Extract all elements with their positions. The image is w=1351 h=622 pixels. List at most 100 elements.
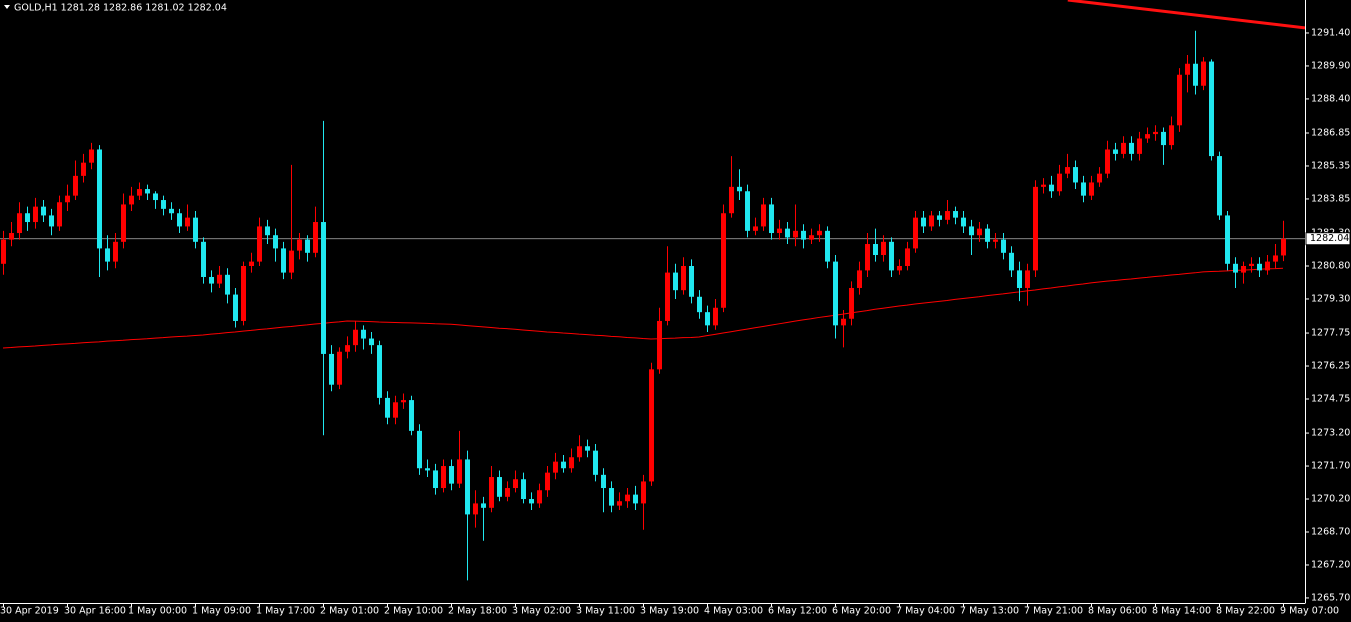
x-tick-label: 8 May 22:00 <box>1216 606 1275 617</box>
candle-body <box>1 239 6 264</box>
candle-body <box>49 215 54 227</box>
candle-body <box>953 211 958 218</box>
candle-body <box>513 479 518 489</box>
candle-body <box>465 459 470 515</box>
menu-icon[interactable] <box>4 5 10 9</box>
candle-body <box>985 228 990 242</box>
y-tick-label: 1273.20 <box>1311 428 1350 439</box>
y-tick-label: 1286.85 <box>1311 127 1350 138</box>
y-tick-label: 1268.70 <box>1311 526 1350 537</box>
candle-body <box>209 276 214 284</box>
candle-body <box>1001 239 1006 253</box>
candle-body <box>737 186 742 192</box>
y-tick-label: 1288.40 <box>1311 93 1350 104</box>
candle-body <box>425 468 430 471</box>
candle-body <box>137 189 142 196</box>
candle-body <box>785 228 790 238</box>
candle-body <box>233 294 238 321</box>
candle-body <box>89 149 94 163</box>
candle-body <box>505 488 510 497</box>
candle-body <box>1193 63 1198 86</box>
candle-body <box>457 459 462 484</box>
candle-body <box>81 162 86 176</box>
candle-body <box>609 488 614 506</box>
candle-body <box>745 191 750 231</box>
candle-body <box>681 265 686 291</box>
x-tick-label: 7 May 21:00 <box>1024 606 1083 617</box>
candle-body <box>353 329 358 346</box>
candle-body <box>201 241 206 277</box>
candle-body <box>665 272 670 321</box>
candle-body <box>257 226 262 262</box>
price-label-box <box>1305 232 1351 246</box>
candle-body <box>1241 265 1246 273</box>
candle-body <box>713 307 718 326</box>
candle-body <box>1201 61 1206 86</box>
candle-body <box>289 250 294 273</box>
candle-body <box>441 466 446 489</box>
candle-body <box>833 261 838 326</box>
candle-body <box>569 457 574 469</box>
candle-body <box>969 226 974 236</box>
candle-body <box>65 195 70 203</box>
candle-body <box>1113 149 1118 154</box>
y-tick-label: 1285.35 <box>1311 160 1350 171</box>
moving-average <box>2 267 1284 349</box>
candle-body <box>153 193 158 201</box>
candle-body <box>1225 215 1230 264</box>
candle-body <box>169 208 174 214</box>
candle-body <box>345 345 350 352</box>
candle-body <box>1209 61 1214 157</box>
x-tick-label: 30 Apr 16:00 <box>64 606 126 617</box>
y-tick-label: 1276.25 <box>1311 361 1350 372</box>
candle-body <box>241 265 246 321</box>
candle-body <box>801 230 806 240</box>
x-tick-label: 1 May 09:00 <box>192 606 251 617</box>
candle-body <box>633 494 638 504</box>
x-tick-label: 6 May 20:00 <box>832 606 891 617</box>
candle-body <box>857 270 862 288</box>
trend-line <box>1067 0 1305 30</box>
candle-body <box>625 494 630 502</box>
candle-body <box>369 338 374 346</box>
candle-body <box>1073 167 1078 183</box>
candle-body <box>825 230 830 262</box>
candle-body <box>1097 173 1102 183</box>
candle-body <box>769 204 774 234</box>
x-tick-label: 3 May 02:00 <box>512 606 571 617</box>
x-tick-label: 7 May 04:00 <box>896 606 955 617</box>
candle-body <box>697 296 702 313</box>
candle-body <box>329 353 334 385</box>
candle-body <box>593 450 598 475</box>
candle-body <box>409 400 414 431</box>
candle-body <box>121 204 126 242</box>
candle-body <box>217 274 222 284</box>
candle-body <box>865 244 870 271</box>
candle-body <box>721 213 726 308</box>
y-tick-label: 1283.85 <box>1311 193 1350 204</box>
candle-body <box>1265 261 1270 271</box>
candle-body <box>1089 182 1094 196</box>
candle-body <box>1009 252 1014 271</box>
candle-body <box>105 248 110 262</box>
x-tick-label: 2 May 10:00 <box>384 606 443 617</box>
candle-body <box>297 239 302 251</box>
candle-body <box>977 228 982 236</box>
candle-body <box>905 248 910 266</box>
candle-body <box>937 215 942 220</box>
candle-body <box>1161 131 1166 146</box>
candle-body <box>881 241 886 256</box>
candle-body <box>265 226 270 236</box>
candle-body <box>17 213 22 234</box>
candle-body <box>97 149 102 249</box>
candle-body <box>529 499 534 504</box>
candle-body <box>193 217 198 242</box>
y-tick-label: 1289.90 <box>1311 60 1350 71</box>
candle-body <box>585 446 590 451</box>
candle-body <box>929 215 934 227</box>
candle-body <box>921 217 926 227</box>
candle-body <box>417 430 422 469</box>
candle-body <box>313 222 318 253</box>
candle-body <box>273 235 278 249</box>
